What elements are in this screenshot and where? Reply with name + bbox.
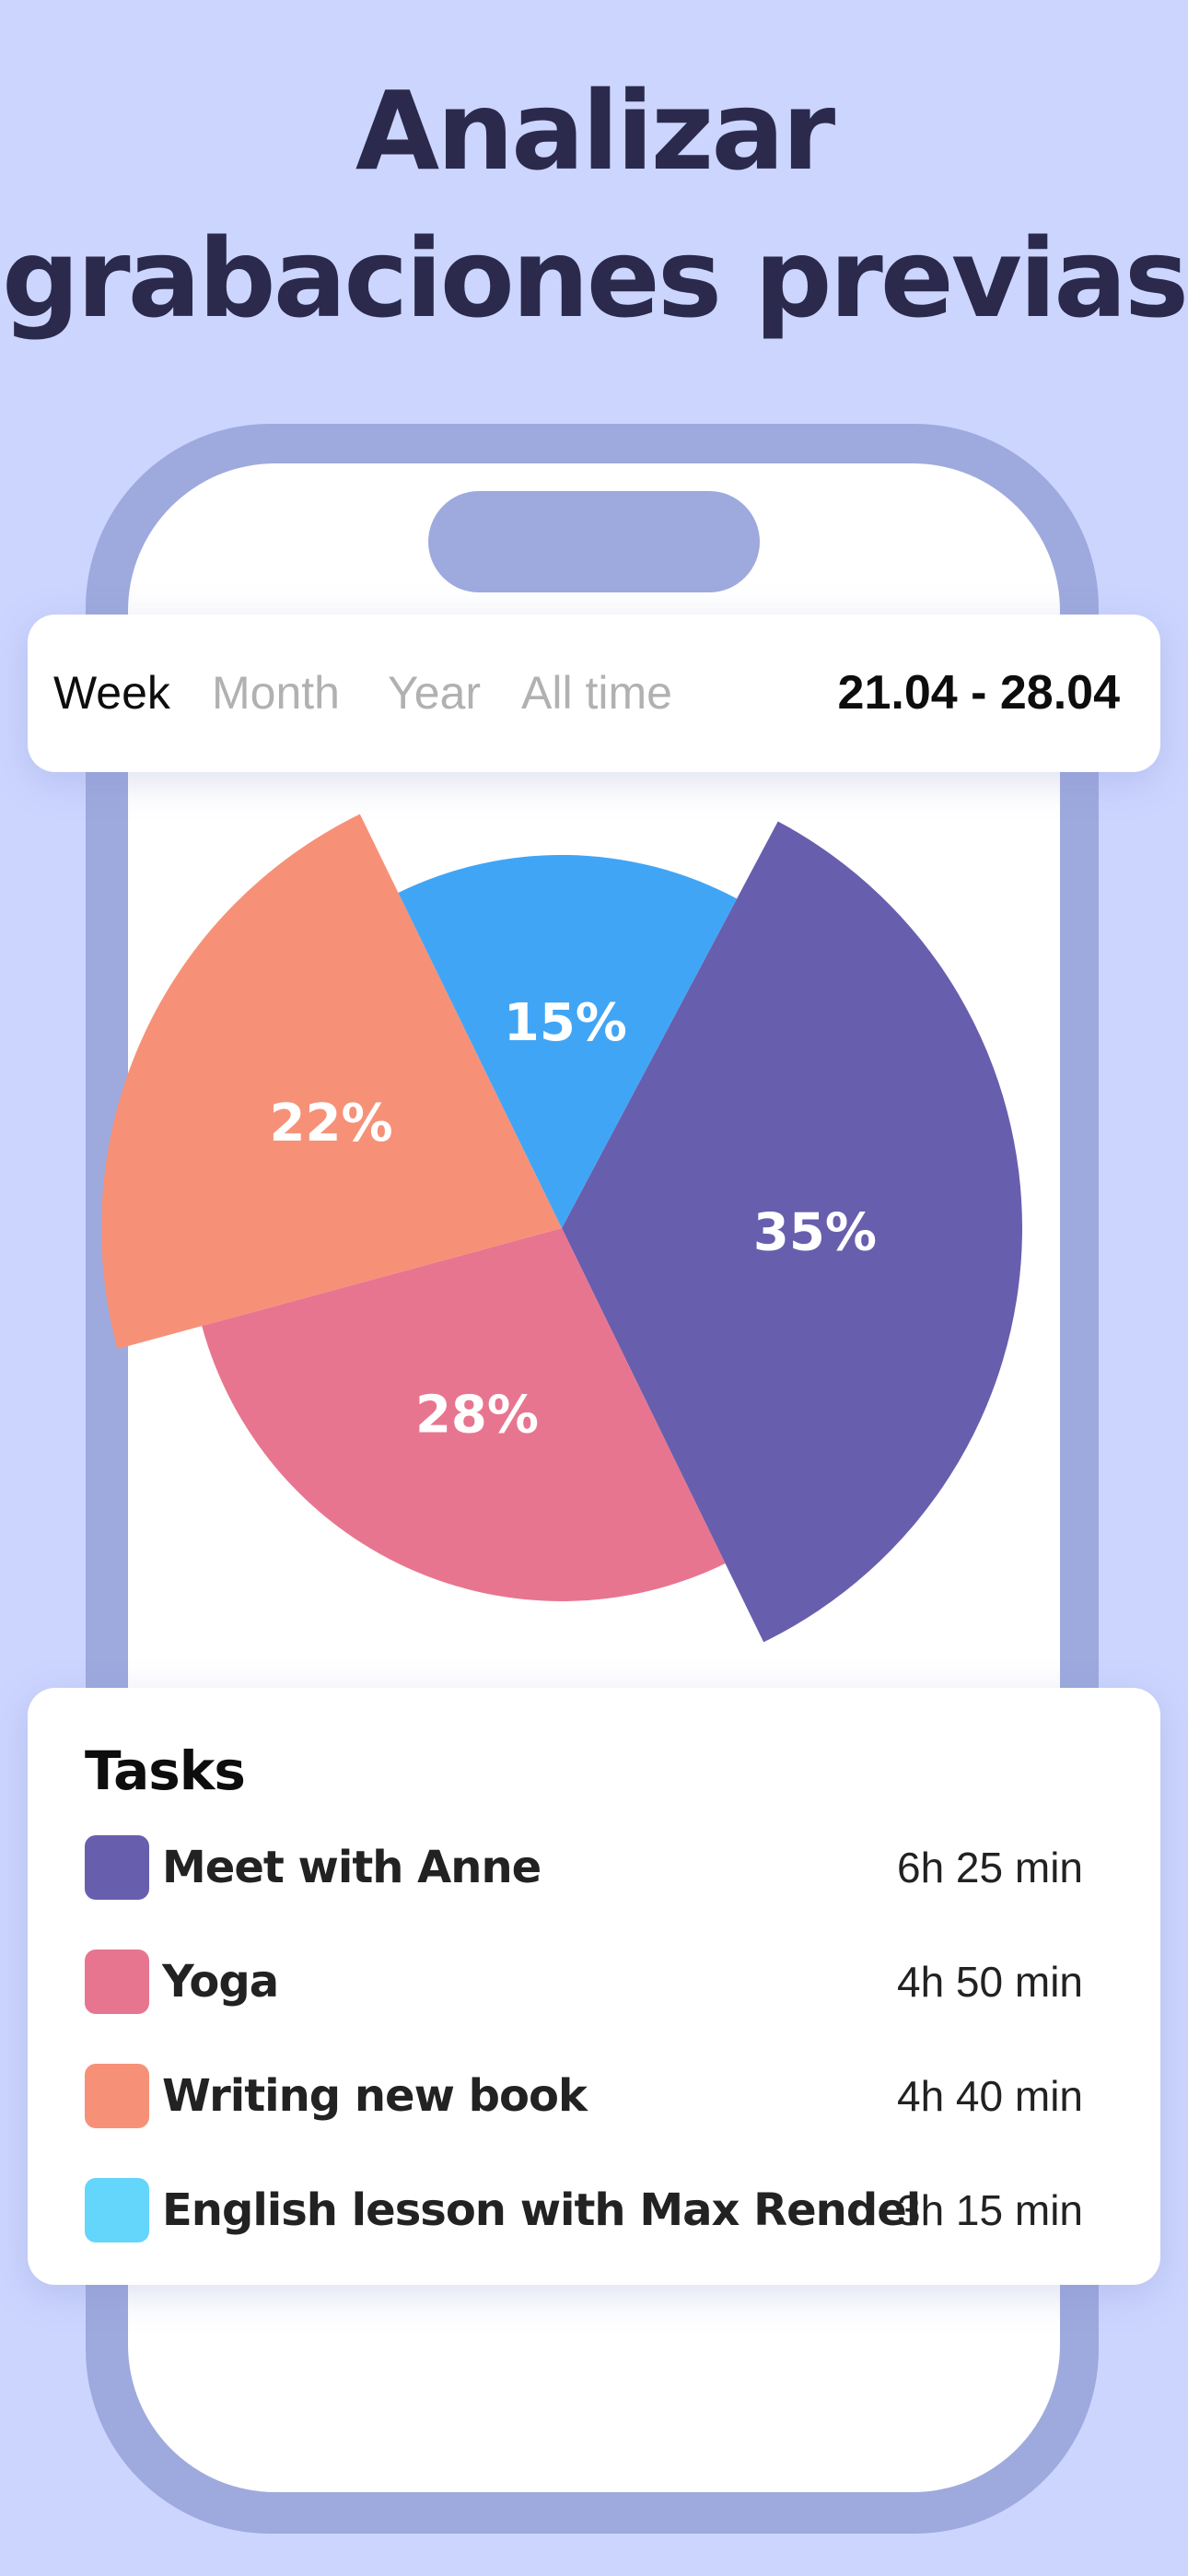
tab-year[interactable]: Year (388, 667, 482, 719)
task-name: Yoga (162, 1956, 279, 2008)
tasks-title: Tasks (85, 1739, 246, 1802)
task-row[interactable]: Writing new book 4h 40 min (85, 2064, 1135, 2128)
task-row[interactable]: English lesson with Max Rendel 3h 15 min (85, 2178, 1135, 2242)
tasks-card: Tasks Meet with Anne 6h 25 min Yoga 4h 5… (28, 1688, 1160, 2285)
task-color-swatch (85, 2178, 149, 2242)
task-name: Writing new book (162, 2070, 588, 2122)
task-row[interactable]: Yoga 4h 50 min (85, 1950, 1135, 2014)
tab-week[interactable]: Week (53, 667, 170, 719)
date-range[interactable]: 21.04 - 28.04 (837, 666, 1120, 720)
task-name: Meet with Anne (162, 1842, 542, 1893)
headline-line-1: Analizar (355, 67, 835, 194)
phone-notch (428, 491, 760, 592)
task-name: English lesson with Max Rendel (162, 2184, 921, 2236)
task-row[interactable]: Meet with Anne 6h 25 min (85, 1835, 1135, 1900)
task-color-swatch (85, 1950, 149, 2014)
task-duration: 6h 25 min (896, 1844, 1083, 1891)
headline: Analizar grabaciones previas (0, 57, 1188, 352)
task-color-swatch (85, 2064, 149, 2128)
period-selector: Week Month Year All time 21.04 - 28.04 (28, 615, 1160, 772)
tab-all-time[interactable]: All time (521, 667, 672, 719)
task-duration: 3h 15 min (896, 2186, 1083, 2234)
headline-line-2: grabaciones previas (1, 215, 1188, 342)
task-duration: 4h 40 min (896, 2072, 1083, 2120)
task-color-swatch (85, 1835, 149, 1900)
task-duration: 4h 50 min (896, 1958, 1083, 2006)
tab-month[interactable]: Month (212, 667, 340, 719)
